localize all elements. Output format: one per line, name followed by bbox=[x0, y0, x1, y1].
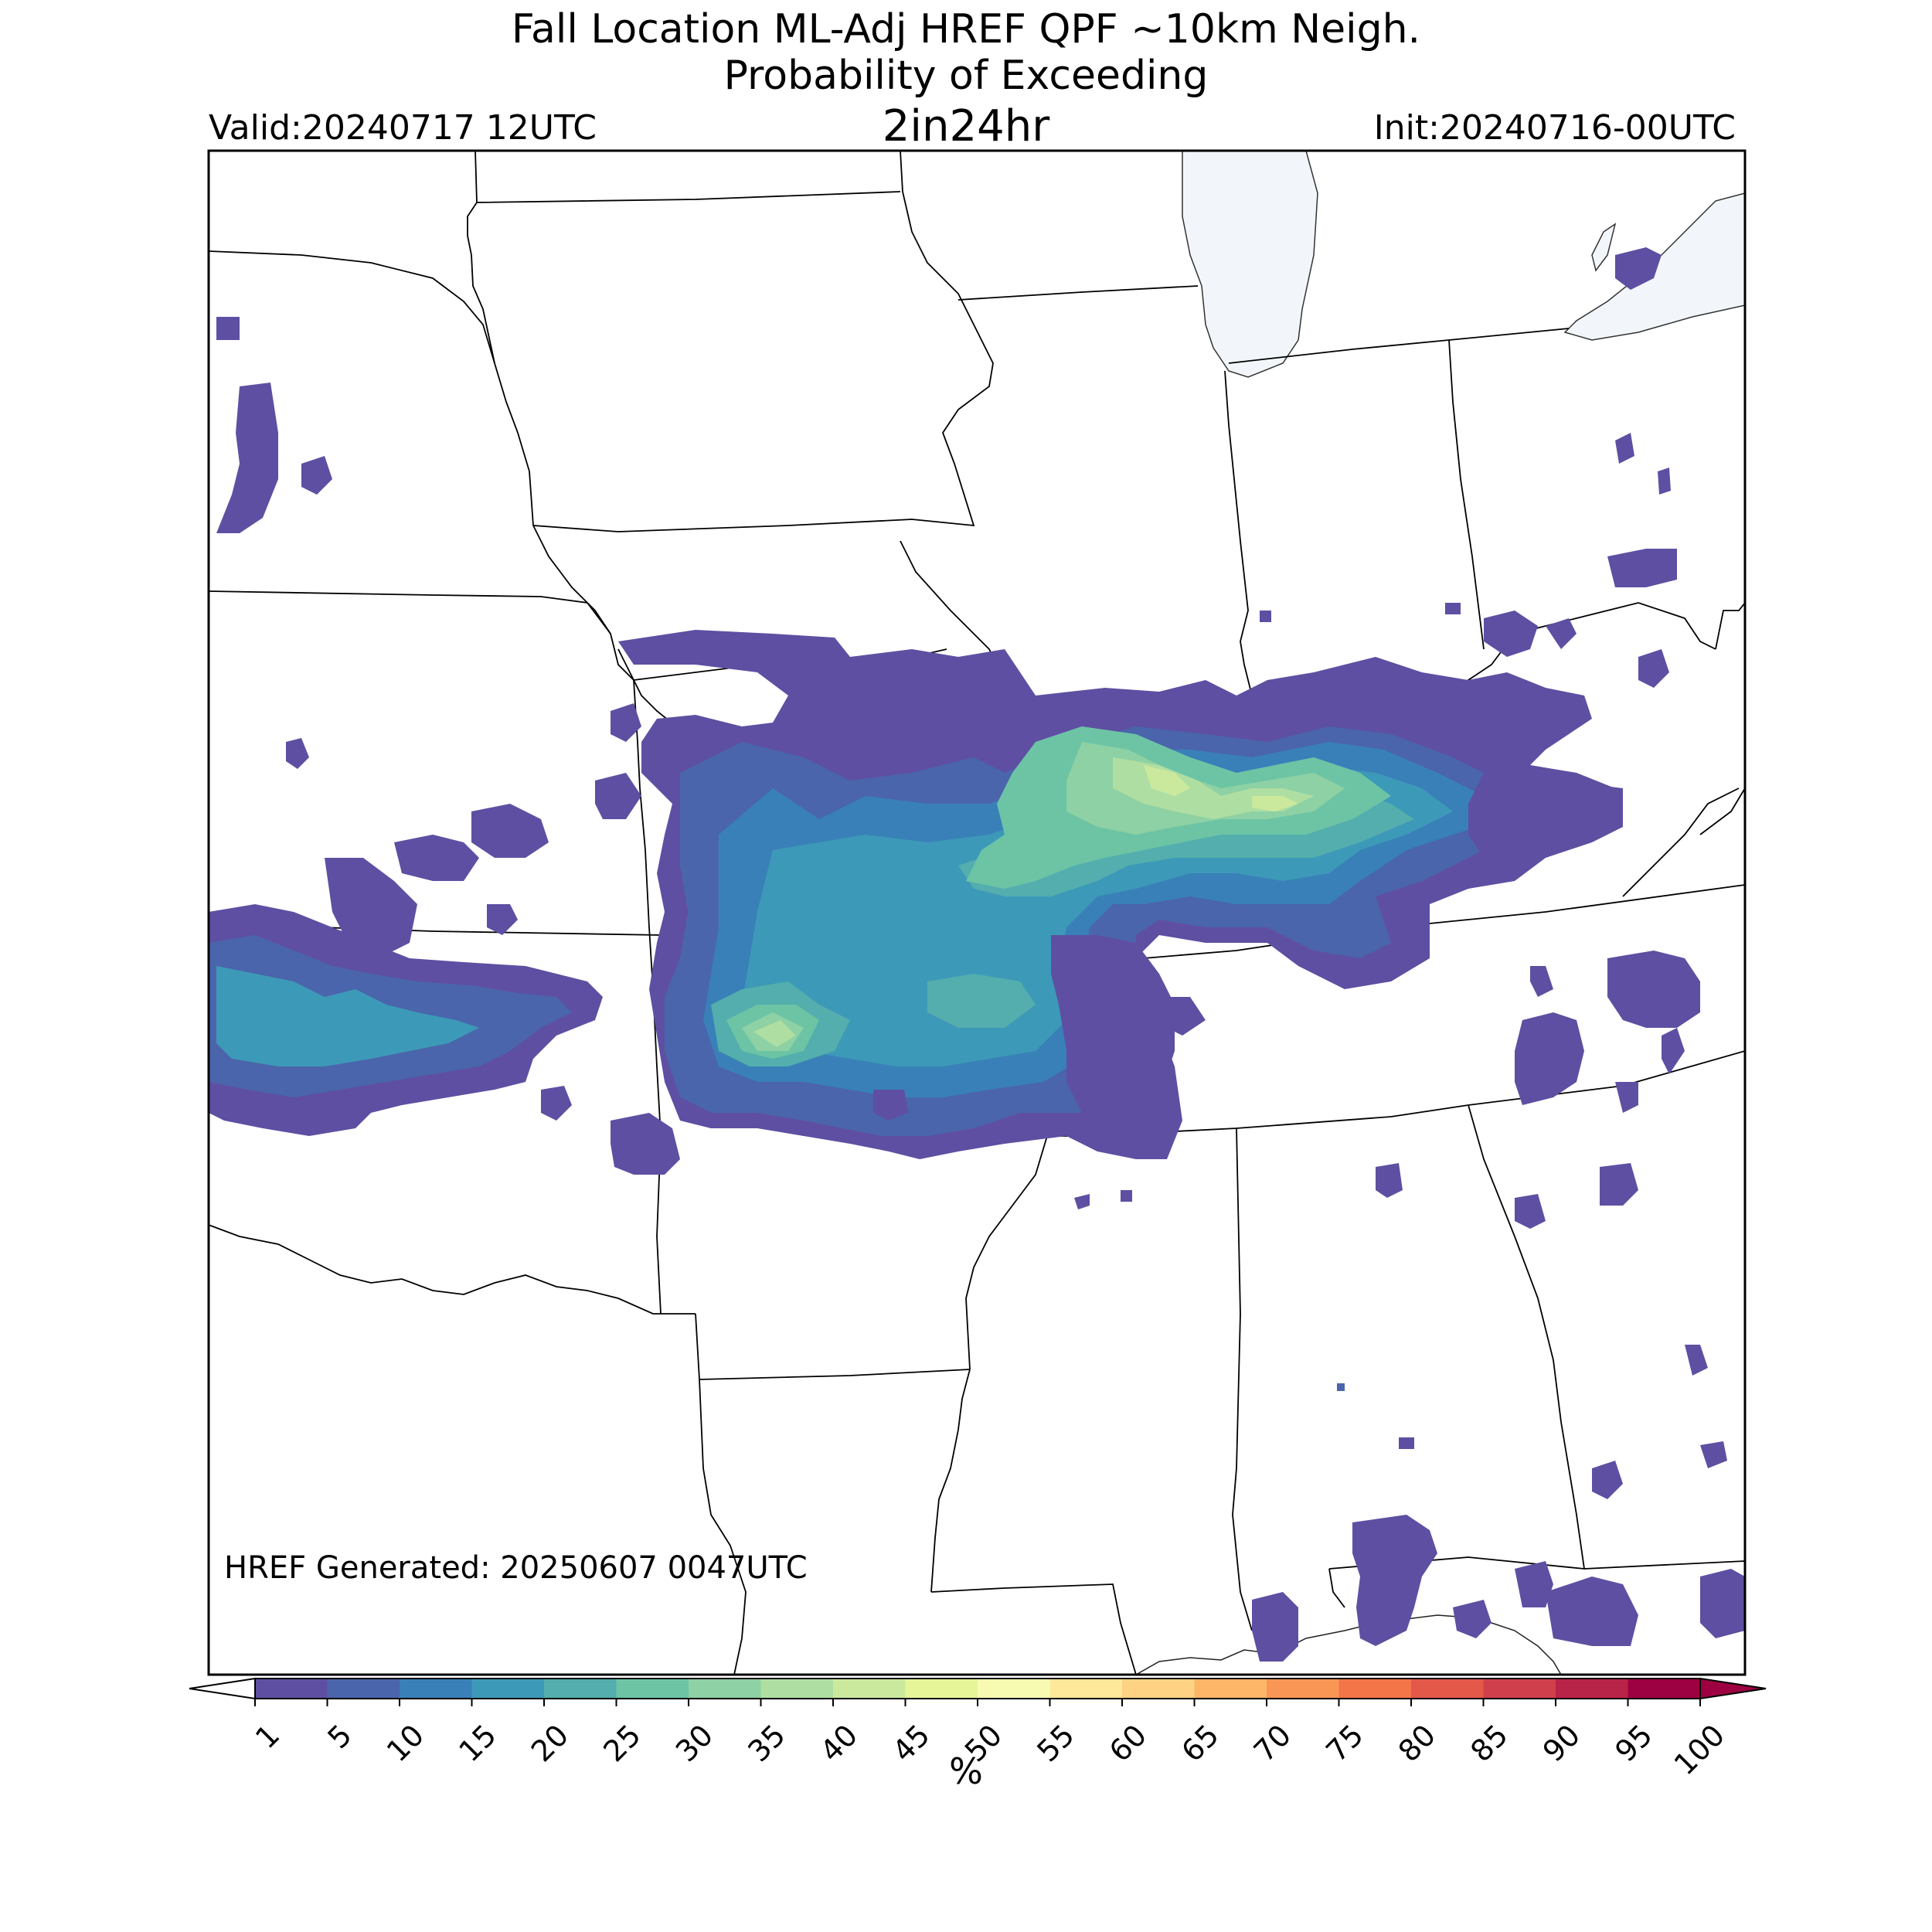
probability-contour-30-pct bbox=[742, 742, 1345, 1051]
map-frame bbox=[207, 149, 1747, 1676]
probability-contour-1-pct bbox=[1607, 247, 1677, 587]
probability-contour-1-pct bbox=[1260, 603, 1669, 858]
generated-stamp: HREF Generated: 20250607 0047UTC bbox=[224, 1550, 808, 1586]
colorbar-units: % bbox=[949, 1750, 983, 1792]
title-line-3: 2in24hr bbox=[882, 101, 1050, 151]
probability-contour-20-pct bbox=[711, 788, 1414, 1066]
probability-contour-1-pct bbox=[325, 703, 641, 958]
probability-contour-1-pct bbox=[1252, 1345, 1745, 1662]
lake-michigan bbox=[1182, 151, 1318, 378]
probability-shading bbox=[209, 247, 1745, 1662]
valid-time: Valid:20240717 12UTC bbox=[209, 108, 597, 148]
probability-contour-15-pct bbox=[216, 966, 479, 1066]
title-line-2: Probability of Exceeding bbox=[723, 53, 1209, 99]
init-time: Init:20240716-00UTC bbox=[1373, 108, 1736, 148]
probability-contour-1-pct bbox=[1051, 935, 1206, 1209]
probability-contour-1-pct bbox=[1376, 951, 1700, 1229]
lake-stclair bbox=[1591, 223, 1617, 272]
probability-contour-40-pct bbox=[1144, 765, 1298, 811]
title-line-1: Fall Location ML-Adj HREF QPF ~10km Neig… bbox=[511, 6, 1421, 53]
probability-contour-1-pct bbox=[216, 317, 332, 769]
probability-contour-5-pct bbox=[1337, 1383, 1345, 1391]
probability-contour-1-pct bbox=[541, 1086, 908, 1175]
